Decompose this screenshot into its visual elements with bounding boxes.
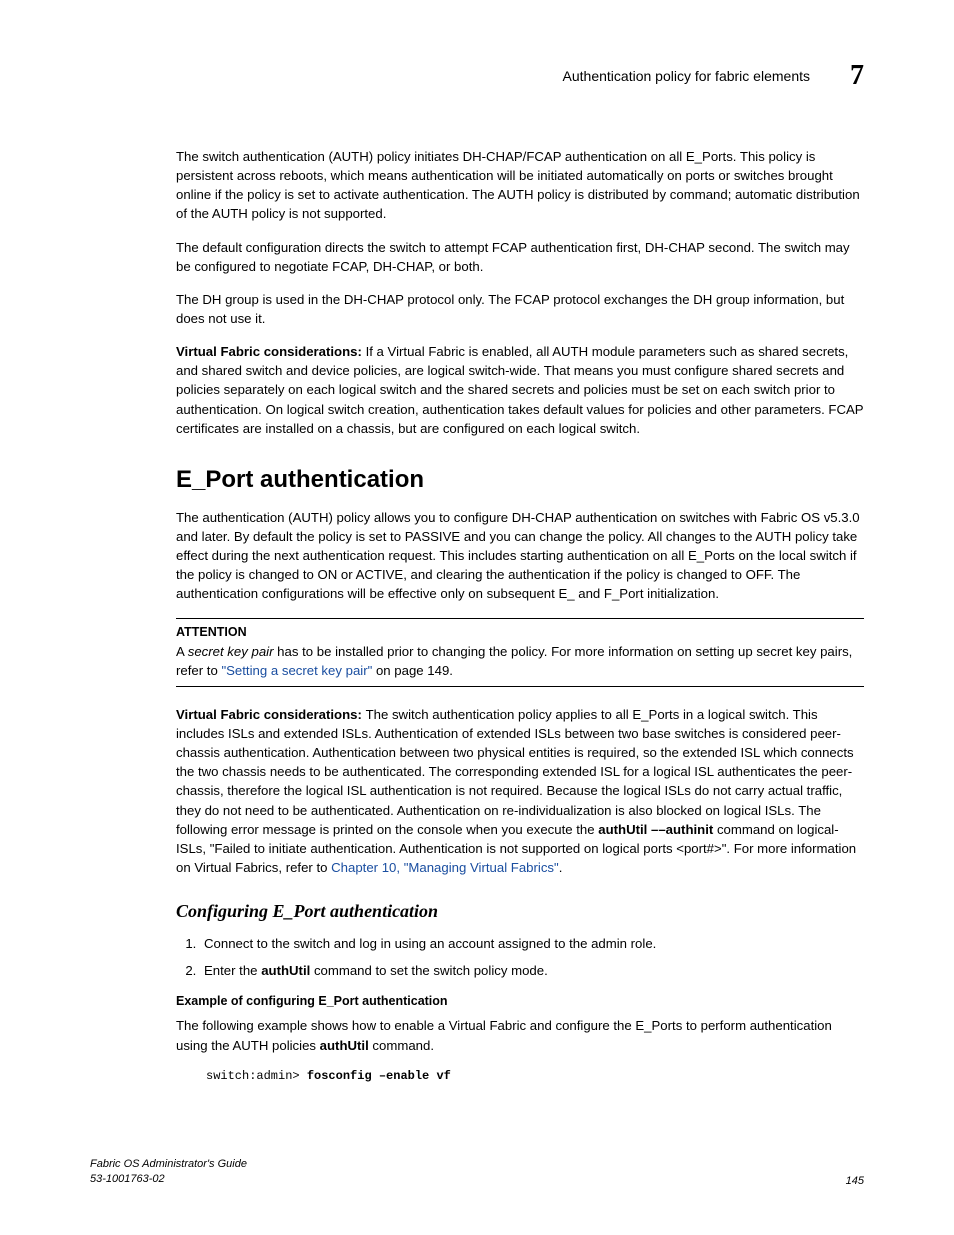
- cross-reference-link[interactable]: Chapter 10, "Managing Virtual Fabrics": [331, 860, 559, 875]
- attention-block: ATTENTION A secret key pair has to be in…: [176, 618, 864, 687]
- paragraph: The DH group is used in the DH-CHAP prot…: [176, 290, 864, 328]
- footer-page-number: 145: [846, 1175, 864, 1187]
- inline-text: .: [559, 860, 563, 875]
- list-item: Connect to the switch and log in using a…: [200, 934, 864, 953]
- running-header: Authentication policy for fabric element…: [90, 60, 864, 92]
- inline-text: command to set the switch policy mode.: [310, 963, 547, 978]
- code-block: switch:admin> fosconfig –enable vf: [206, 1069, 864, 1083]
- paragraph: The switch authentication (AUTH) policy …: [176, 147, 864, 224]
- paragraph: The authentication (AUTH) policy allows …: [176, 508, 864, 604]
- heading-configuring-eport: Configuring E_Port authentication: [176, 901, 864, 922]
- inline-text: The following example shows how to enabl…: [176, 1018, 832, 1052]
- code-command: fosconfig –enable vf: [307, 1069, 451, 1083]
- footer-left: Fabric OS Administrator's Guide 53-10017…: [90, 1157, 247, 1187]
- inline-command: authUtil ––authinit: [598, 822, 713, 837]
- inline-text: Enter the: [204, 963, 261, 978]
- inline-command: authUtil: [320, 1038, 369, 1053]
- inline-text: on page 149.: [372, 663, 453, 678]
- paragraph-vf-considerations: Virtual Fabric considerations: If a Virt…: [176, 342, 864, 438]
- inline-label: Virtual Fabric considerations:: [176, 707, 366, 722]
- step-text: Connect to the switch and log in using a…: [204, 936, 656, 951]
- example-label: Example of configuring E_Port authentica…: [176, 994, 864, 1008]
- code-prompt: switch:admin>: [206, 1069, 307, 1083]
- inline-text: The switch authentication policy applies…: [176, 707, 854, 837]
- paragraph: The default configuration directs the sw…: [176, 238, 864, 276]
- page-footer: Fabric OS Administrator's Guide 53-10017…: [90, 1157, 864, 1187]
- attention-text: A secret key pair has to be installed pr…: [176, 642, 864, 680]
- inline-label: Virtual Fabric considerations:: [176, 344, 366, 359]
- running-header-title: Authentication policy for fabric element…: [563, 68, 810, 84]
- paragraph-vf-considerations: Virtual Fabric considerations: The switc…: [176, 705, 864, 877]
- body-content: The switch authentication (AUTH) policy …: [176, 147, 864, 1083]
- chapter-number: 7: [850, 60, 864, 92]
- paragraph: The following example shows how to enabl…: [176, 1016, 864, 1054]
- list-item: Enter the authUtil command to set the sw…: [200, 961, 864, 980]
- footer-doc-number: 53-1001763-02: [90, 1172, 247, 1187]
- attention-label: ATTENTION: [176, 625, 864, 639]
- cross-reference-link[interactable]: "Setting a secret key pair": [221, 663, 372, 678]
- footer-book-title: Fabric OS Administrator's Guide: [90, 1157, 247, 1172]
- inline-italic: secret key pair: [188, 644, 274, 659]
- inline-command: authUtil: [261, 963, 310, 978]
- inline-text: A: [176, 644, 188, 659]
- heading-eport-auth: E_Port authentication: [176, 466, 864, 494]
- document-page: Authentication policy for fabric element…: [0, 0, 954, 1235]
- procedure-list: Connect to the switch and log in using a…: [176, 934, 864, 980]
- inline-text: command.: [369, 1038, 434, 1053]
